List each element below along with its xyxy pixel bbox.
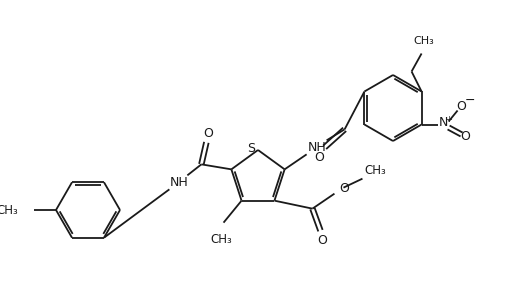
Text: S: S: [247, 142, 255, 155]
Text: O: O: [204, 127, 213, 140]
Text: O: O: [339, 182, 349, 195]
Text: O: O: [315, 151, 325, 164]
Text: O: O: [318, 234, 327, 247]
Text: CH₃: CH₃: [0, 204, 18, 217]
Text: O: O: [457, 100, 467, 113]
Text: CH₃: CH₃: [365, 164, 386, 177]
Text: N: N: [439, 116, 448, 129]
Text: NH: NH: [170, 176, 189, 189]
Text: CH₃: CH₃: [413, 35, 434, 45]
Text: NH: NH: [307, 141, 326, 154]
Text: CH₃: CH₃: [211, 233, 232, 246]
Text: +: +: [445, 115, 452, 124]
Text: O: O: [461, 130, 471, 143]
Text: −: −: [464, 94, 475, 107]
